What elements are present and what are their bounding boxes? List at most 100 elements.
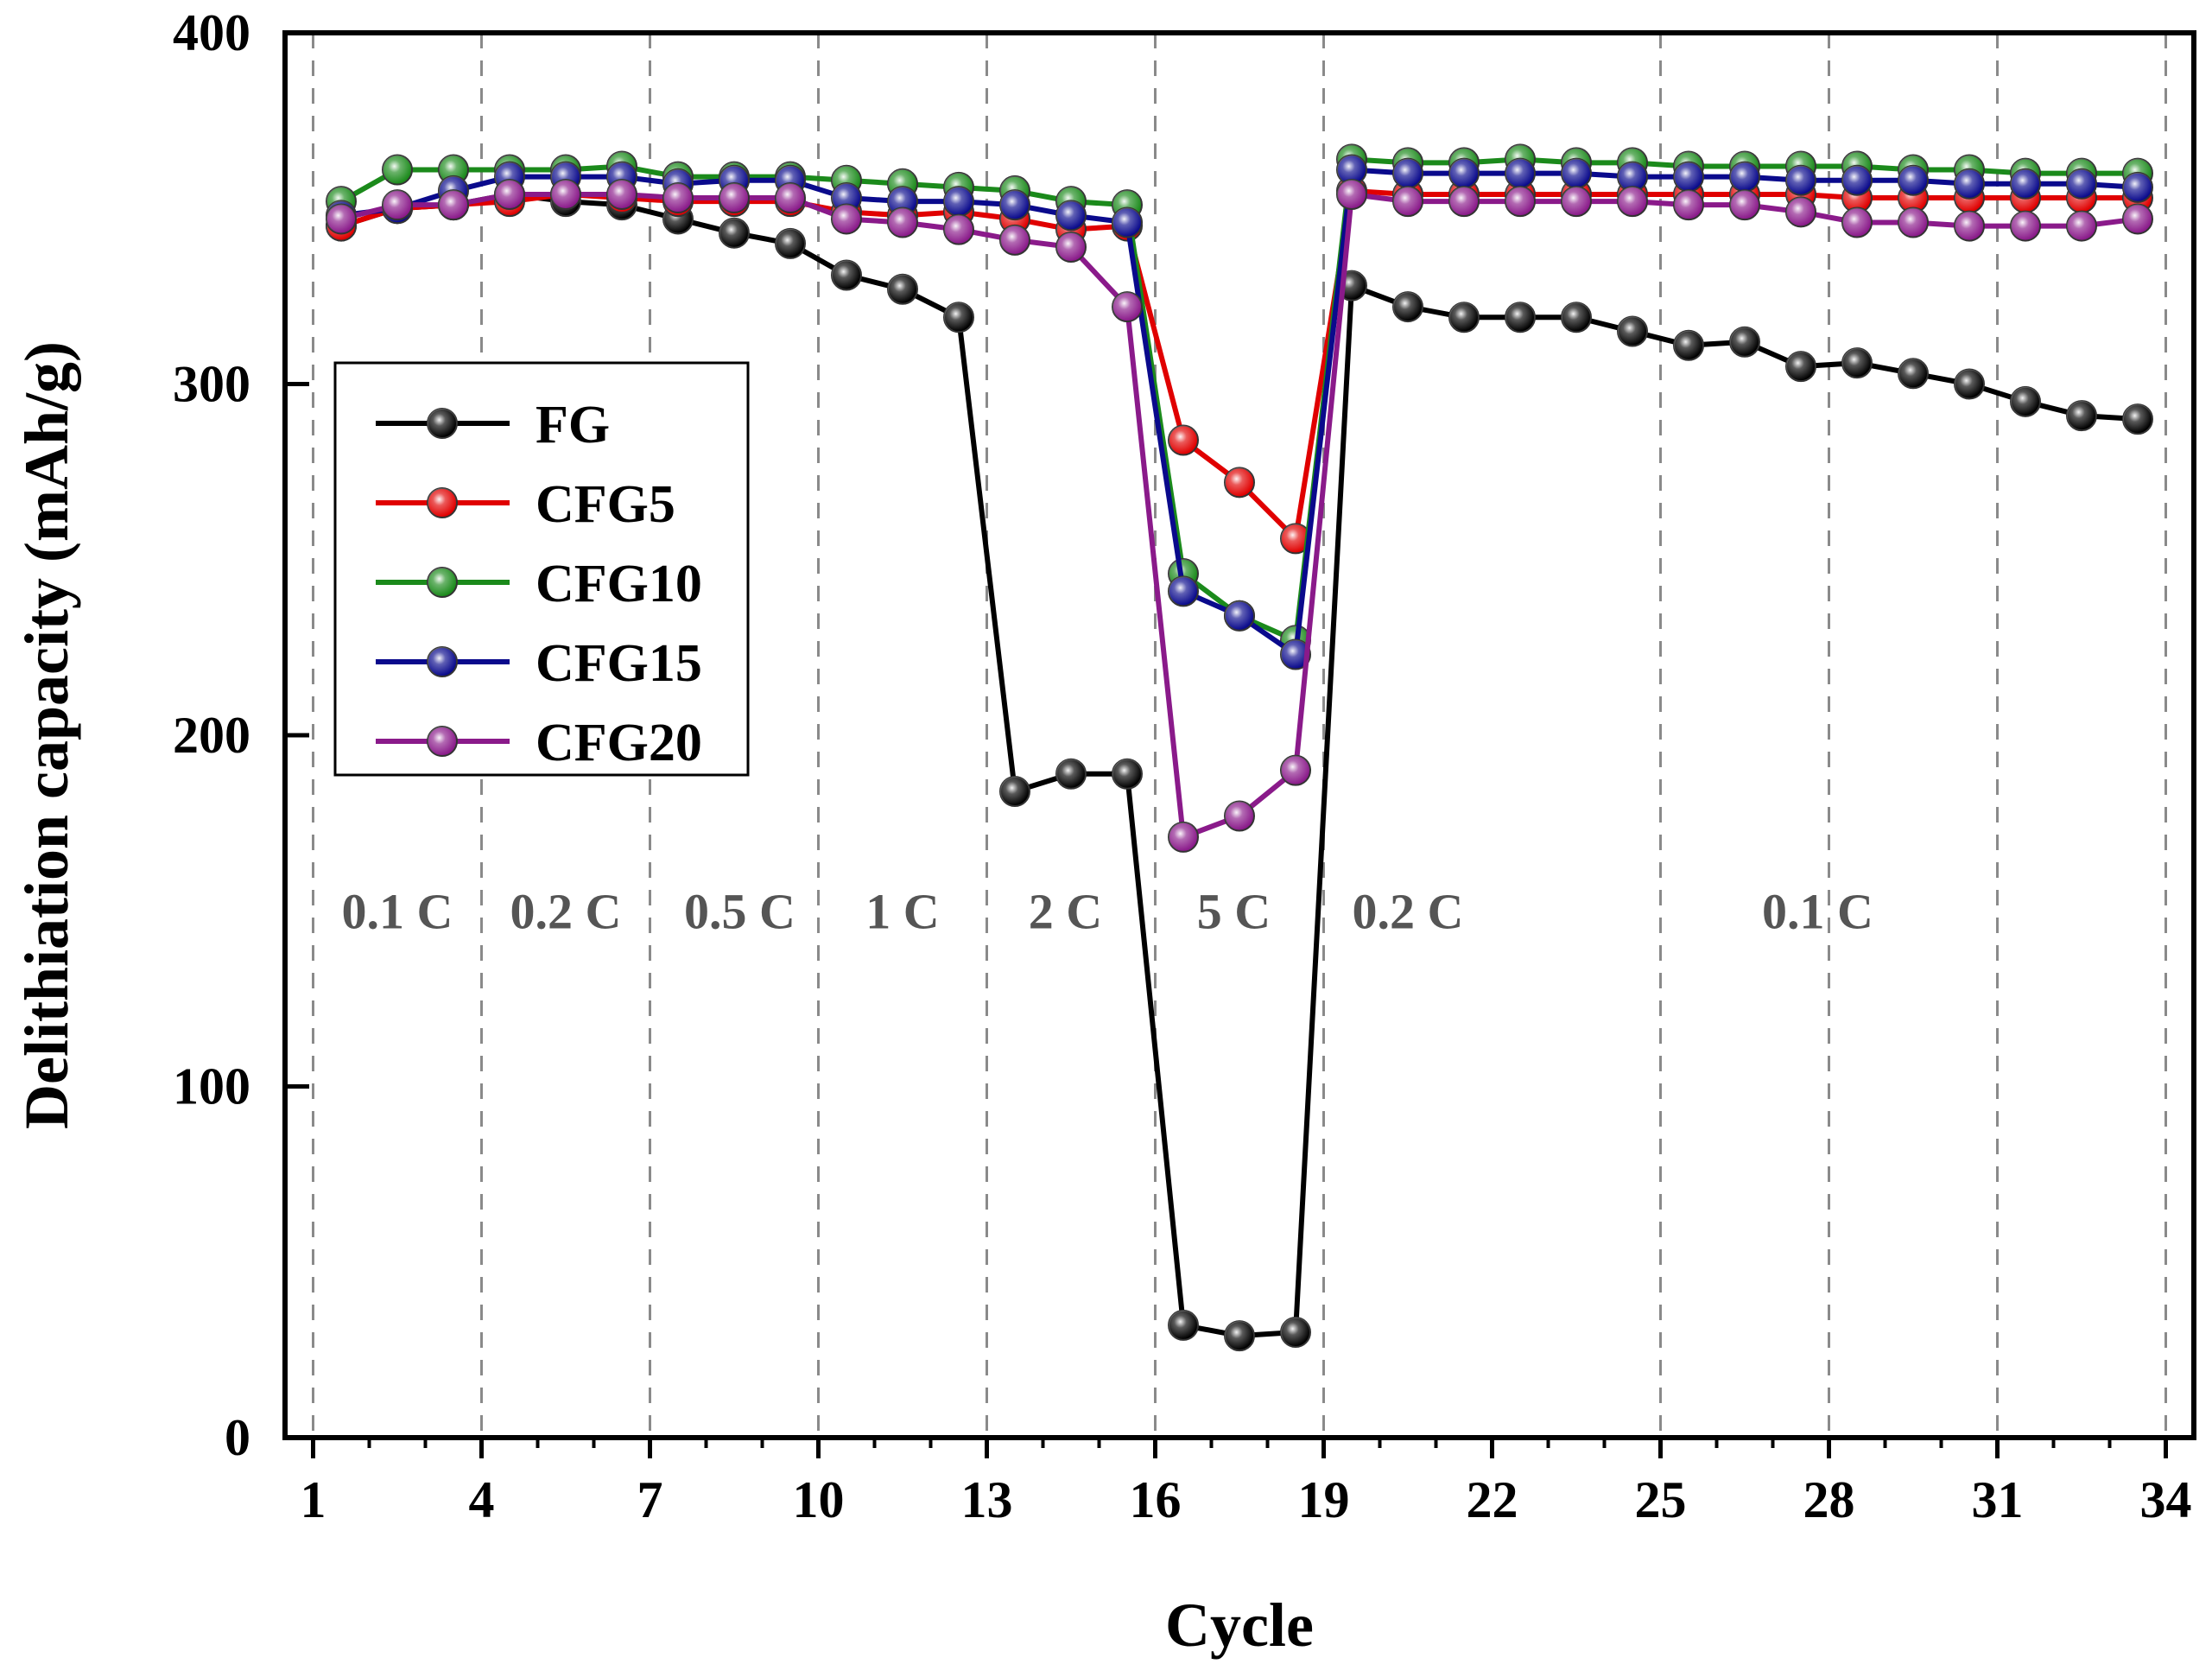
data-point-highlight [383, 155, 412, 185]
data-point-highlight [551, 179, 580, 209]
x-tick-label: 28 [1803, 1471, 1855, 1528]
x-tick-label: 1 [301, 1471, 326, 1528]
data-point-highlight [663, 183, 693, 213]
data-point-highlight [1169, 822, 1198, 852]
data-point-highlight [2123, 172, 2152, 202]
data-point-highlight [1786, 165, 1816, 195]
rate-label: 0.1 C [1762, 884, 1873, 940]
rate-label: 0.5 C [684, 884, 795, 940]
data-point-highlight [383, 190, 412, 220]
data-point-highlight [2067, 211, 2096, 241]
data-point-highlight [1281, 1318, 1310, 1348]
data-point-highlight [1730, 190, 1759, 220]
data-point-highlight [1955, 168, 1984, 199]
data-point-highlight [1056, 200, 1086, 231]
data-point-highlight [944, 302, 973, 333]
data-point-highlight [1393, 292, 1423, 322]
data-point-highlight [1618, 162, 1647, 192]
data-point-highlight [1225, 467, 1254, 498]
rate-label: 1 C [865, 884, 939, 940]
data-point-highlight [1337, 179, 1366, 209]
data-point-highlight [1393, 187, 1423, 217]
data-point-highlight [1169, 425, 1198, 455]
rate-labels: 0.1 C 0.2 C 0.5 C 1 C 2 C 5 C 0.2 C 0.1 C [342, 884, 1873, 940]
data-point-highlight [1786, 352, 1816, 382]
data-point-highlight [1842, 207, 1872, 238]
rate-label: 0.1 C [342, 884, 453, 940]
data-point-highlight [1449, 187, 1479, 217]
data-point-highlight [1562, 302, 1591, 333]
data-point-highlight [1562, 187, 1591, 217]
rate-label: 0.2 C [510, 884, 622, 940]
legend-marker-highlight [428, 727, 457, 756]
data-point-highlight [2123, 404, 2152, 435]
y-tick-label: 200 [173, 707, 250, 764]
data-point-highlight [1281, 524, 1310, 554]
y-tick-label: 100 [173, 1058, 250, 1115]
rate-label: 5 C [1197, 884, 1271, 940]
y-tick-label: 300 [173, 356, 250, 413]
data-point-highlight [1842, 165, 1872, 195]
x-tick-label: 10 [793, 1471, 845, 1528]
data-point-highlight [944, 187, 973, 217]
data-point-highlight [1786, 197, 1816, 227]
data-point-highlight [1730, 162, 1759, 192]
x-tick-label: 25 [1635, 1471, 1687, 1528]
data-point-highlight [1056, 232, 1086, 262]
legend-label: FG [536, 396, 610, 454]
data-point-highlight [1898, 207, 1928, 238]
legend-label: CFG5 [536, 475, 675, 534]
data-point-highlight [1674, 190, 1703, 220]
data-point-highlight [1674, 330, 1703, 360]
series-cfg20 [326, 178, 2153, 853]
data-point-highlight [1225, 801, 1254, 831]
data-point-highlight [944, 214, 973, 245]
x-tick-label: 22 [1467, 1471, 1518, 1528]
x-tick-label: 19 [1298, 1471, 1350, 1528]
rate-label: 2 C [1029, 884, 1102, 940]
data-point-highlight [1898, 359, 1928, 389]
data-point-highlight [1505, 302, 1535, 333]
data-point-highlight [776, 228, 805, 258]
data-point-highlight [719, 183, 749, 213]
data-point-highlight [2067, 168, 2096, 199]
data-point-highlight [1393, 158, 1423, 188]
legend-marker-highlight [428, 409, 457, 438]
data-point-highlight [719, 218, 749, 248]
data-point-highlight [495, 179, 524, 209]
data-point-highlight [832, 260, 861, 290]
legend-label: CFG15 [536, 634, 702, 693]
data-point-highlight [888, 187, 917, 217]
data-point-highlight [1337, 155, 1366, 185]
data-point-highlight [2067, 401, 2096, 431]
legend-box [333, 361, 750, 777]
data-point-highlight [2011, 211, 2040, 241]
x-tick-label: 7 [637, 1471, 663, 1528]
legend-marker-highlight [428, 647, 457, 676]
data-point-highlight [1169, 576, 1198, 607]
data-point-highlight [1000, 777, 1030, 807]
data-point-highlight [888, 274, 917, 304]
data-point-highlight [888, 207, 917, 238]
legend-marker-highlight [428, 488, 457, 518]
data-point-highlight [832, 204, 861, 234]
data-point-highlight [1955, 369, 1984, 399]
data-point-highlight [1000, 190, 1030, 220]
data-point-highlight [1281, 639, 1310, 670]
y-axis-title: Delithiation capacity (mAh/g) [12, 341, 81, 1129]
legend-label: CFG20 [536, 714, 702, 772]
data-point-highlight [439, 155, 468, 185]
data-point-highlight [439, 190, 468, 220]
data-point-highlight [1842, 348, 1872, 378]
x-tick-label: 13 [961, 1471, 1013, 1528]
data-point-highlight [2123, 204, 2152, 234]
data-point-highlight [1730, 327, 1759, 357]
x-axis-title: Cycle [1165, 1591, 1314, 1660]
data-point-highlight [776, 183, 805, 213]
data-point-highlight [1449, 158, 1479, 188]
legend-marker-highlight [428, 568, 457, 597]
data-point-highlight [1505, 187, 1535, 217]
data-point-highlight [1618, 187, 1647, 217]
data-point-highlight [1898, 165, 1928, 195]
